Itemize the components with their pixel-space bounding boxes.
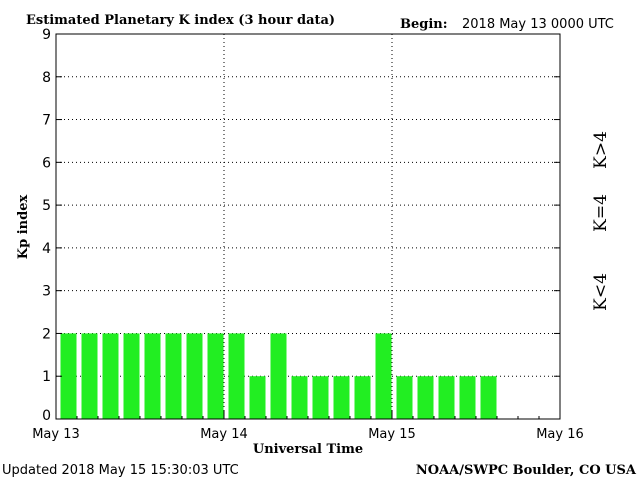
kp-bar [270, 333, 287, 419]
y-tick-label: 0 [42, 408, 51, 424]
updated-timestamp: Updated 2018 May 15 15:30:03 UTC [2, 463, 239, 478]
y-tick-label: 5 [42, 198, 51, 214]
y-tick-label: 1 [42, 369, 51, 385]
kp-bar [417, 376, 434, 419]
legend-k-above-4: K>4 [591, 131, 611, 169]
begin-label: Begin: [400, 17, 448, 32]
kp-bar [480, 376, 497, 419]
kp-bar [459, 376, 476, 419]
y-tick-label: 8 [42, 70, 51, 86]
kp-bar [312, 376, 329, 419]
x-tick-label: May 15 [368, 427, 416, 442]
kp-bar [81, 333, 98, 419]
grid-lines [56, 34, 560, 419]
kp-bar [102, 333, 119, 419]
legend-k-below-4: K<4 [591, 273, 611, 311]
y-tick-label: 9 [42, 27, 51, 43]
y-tick-label: 6 [42, 155, 51, 171]
kp-bar [249, 376, 266, 419]
kp-bar [207, 333, 224, 419]
chart-title: Estimated Planetary K index (3 hour data… [26, 13, 335, 28]
bar-series [60, 333, 497, 419]
x-tick-label: May 16 [536, 427, 584, 442]
kp-bar [375, 333, 392, 419]
kp-bar [60, 333, 77, 419]
kp-bar [354, 376, 371, 419]
begin-value: 2018 May 13 0000 UTC [462, 17, 614, 32]
x-tick-label: May 14 [200, 427, 248, 442]
x-axis-label: Universal Time [253, 442, 363, 457]
kp-bar [228, 333, 245, 419]
y-tick-label: 2 [42, 326, 51, 342]
y-axis-ticks: 0 1 2 3 4 5 6 7 8 9 [42, 27, 560, 424]
source-credit: NOAA/SWPC Boulder, CO USA [416, 463, 637, 478]
kp-bar [333, 376, 350, 419]
kp-bar [186, 333, 203, 419]
kp-bar [396, 376, 413, 419]
y-tick-label: 7 [42, 113, 51, 129]
kp-bar [144, 333, 161, 419]
x-axis-ticks: May 13 May 14 May 15 May 16 [32, 411, 584, 442]
kp-bar [165, 333, 182, 419]
kp-bar [438, 376, 455, 419]
kp-bar [291, 376, 308, 419]
x-tick-label: May 13 [32, 427, 80, 442]
y-axis-label: Kp index [16, 195, 31, 260]
kp-bar [123, 333, 140, 419]
y-tick-label: 3 [42, 284, 51, 300]
legend-k-equal-4: K=4 [591, 194, 611, 232]
y-tick-label: 4 [42, 241, 51, 257]
